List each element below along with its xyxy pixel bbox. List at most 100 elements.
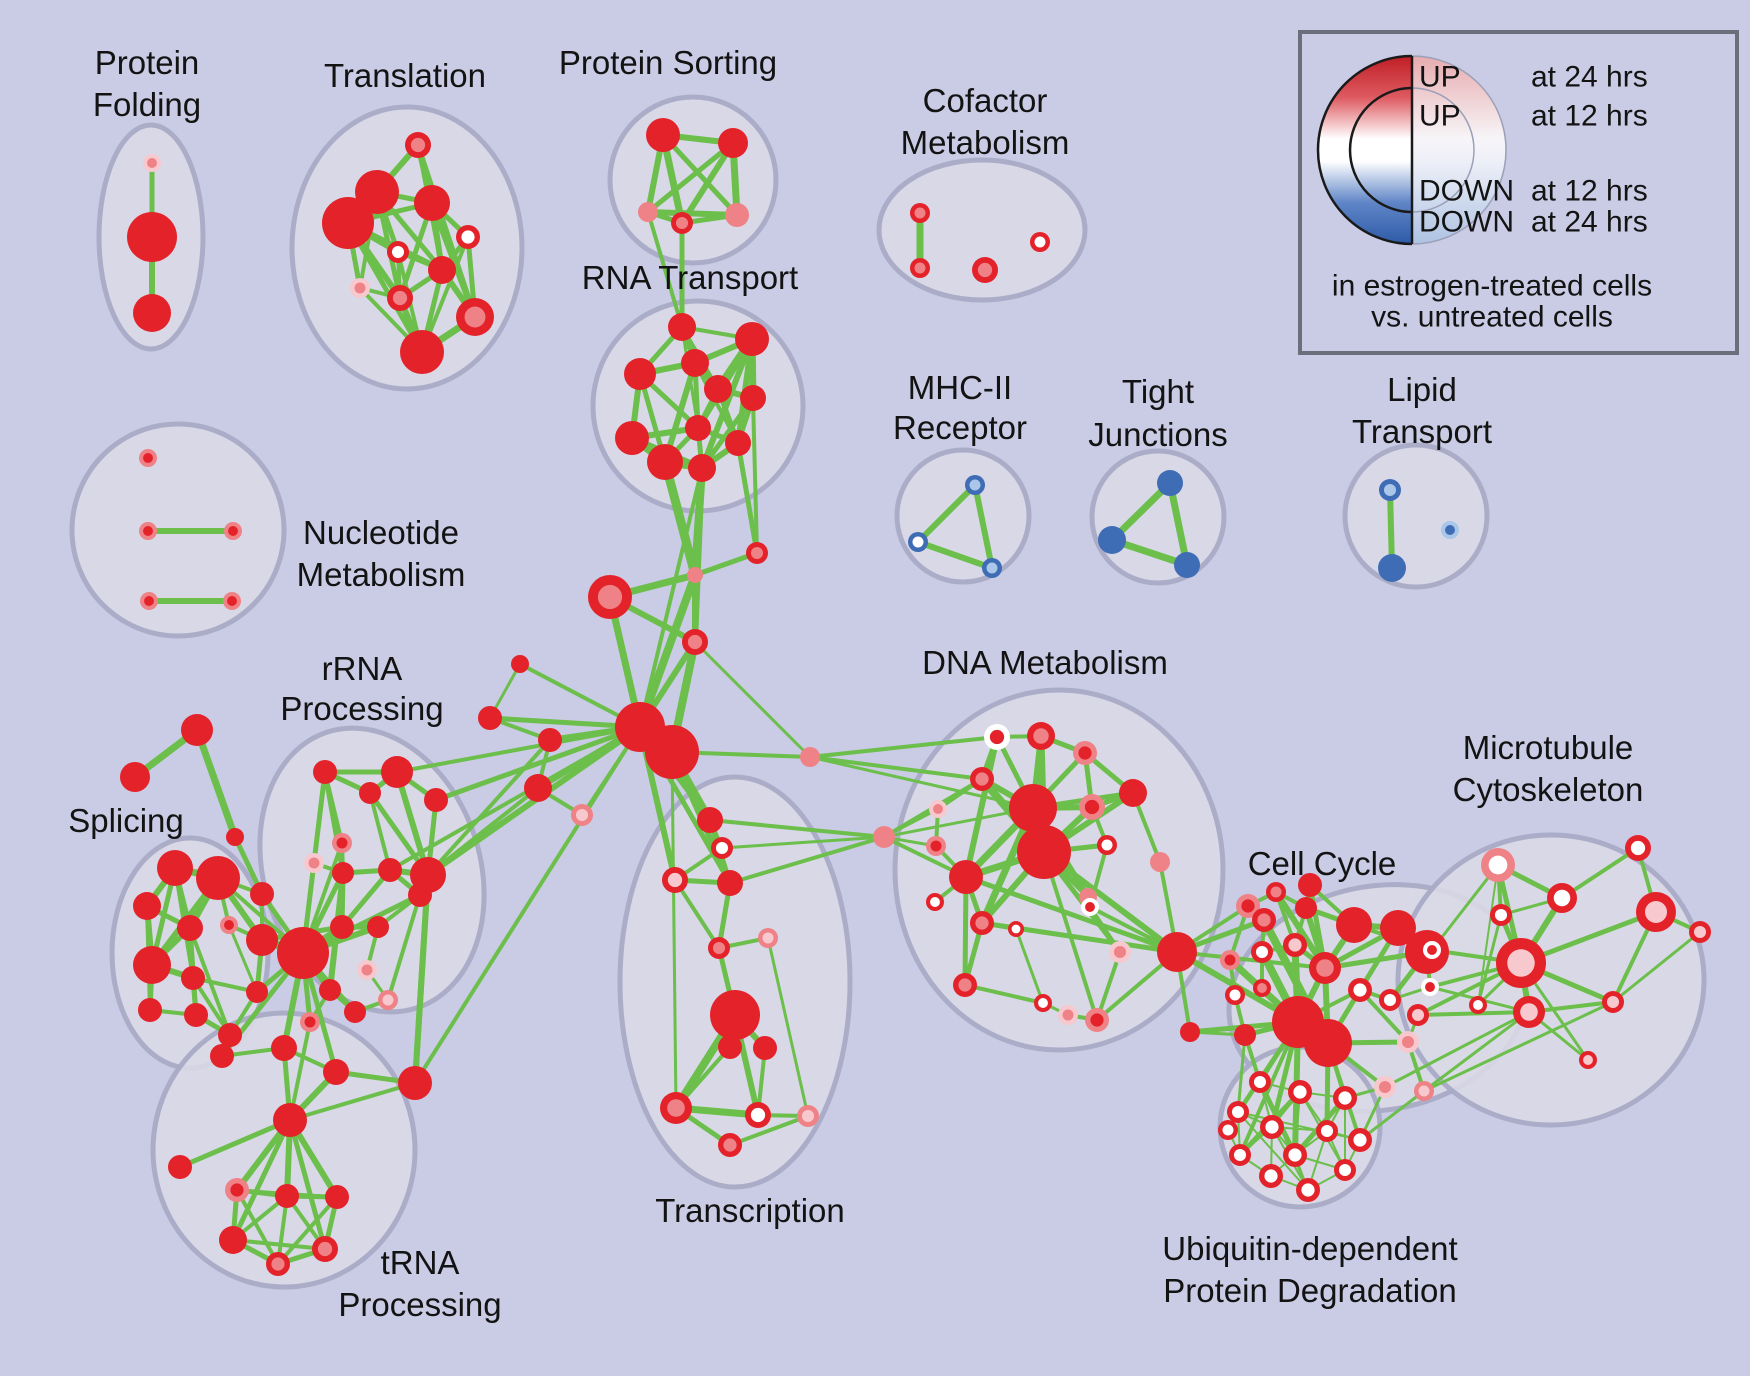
network-edge: [1476, 913, 1503, 1007]
network-node: [800, 747, 820, 767]
network-edge: [487, 715, 643, 730]
network-node: [424, 788, 448, 812]
cluster-translation-label: Translation: [324, 57, 486, 94]
network-node: [250, 882, 274, 906]
network-node-core: [712, 941, 726, 955]
network-edge: [426, 786, 540, 877]
network-node-core: [723, 1138, 737, 1152]
network-edge: [231, 1238, 327, 1251]
cluster-transcription-region: [617, 774, 853, 1190]
network-node: [378, 858, 402, 882]
network-edge: [638, 466, 704, 729]
network-node-core: [914, 207, 926, 219]
network-edge: [1422, 1010, 1531, 1093]
network-node-core: [271, 1257, 285, 1271]
cluster-rna-transport-label: RNA Transport: [582, 259, 798, 296]
network-node-core: [750, 1107, 766, 1123]
cluster-rrna-processing-label: rRNA Processing: [280, 650, 443, 727]
network-node-core: [143, 526, 153, 536]
network-node: [319, 979, 341, 1001]
network-node-core: [986, 562, 998, 574]
legend-caption-line-0: in estrogen-treated cells: [1332, 270, 1652, 303]
network-edge: [708, 818, 886, 839]
network-edge: [1175, 950, 1327, 970]
network-node-core: [361, 964, 373, 976]
network-node-core: [975, 772, 989, 786]
network-node-core: [1473, 1000, 1483, 1010]
network-node-core: [1645, 901, 1667, 923]
network-node: [735, 322, 769, 356]
network-node: [478, 706, 502, 730]
network-node-core: [715, 841, 729, 855]
network-node: [196, 856, 240, 900]
network-edge: [288, 1081, 417, 1122]
network-edge: [1611, 930, 1702, 1004]
network-node: [428, 256, 456, 284]
network-node: [1380, 910, 1416, 946]
cluster-tight-junctions-region: [1089, 448, 1227, 586]
network-node-core: [1085, 902, 1095, 912]
network-node: [177, 915, 203, 941]
network-node: [688, 454, 716, 482]
network-edge: [766, 936, 810, 1118]
network-node-core: [461, 230, 475, 244]
cluster-mhc-ii-receptor-label: MHC-II Receptor: [893, 369, 1027, 446]
network-edge: [808, 735, 999, 759]
network-node: [1180, 1022, 1200, 1042]
network-edge: [645, 140, 736, 215]
network-edge: [1237, 1111, 1309, 1191]
network-node: [133, 294, 171, 332]
network-node: [332, 862, 354, 884]
network-node: [1157, 470, 1183, 496]
network-node-core: [336, 837, 348, 849]
cluster-dna-metabolism-label: DNA Metabolism: [922, 644, 1168, 681]
network-edge: [660, 457, 700, 580]
network-node: [218, 1023, 242, 1047]
network-edge: [368, 791, 392, 872]
network-edge: [1422, 1000, 1615, 1093]
network-node-core: [391, 245, 405, 259]
network-edge: [1416, 1010, 1531, 1017]
cluster-cofactor-metabolism-region: [876, 157, 1088, 303]
network-node-core: [1553, 889, 1571, 907]
network-edge: [728, 835, 886, 885]
network-node-core: [675, 216, 689, 230]
network-node-core: [1411, 1008, 1425, 1022]
network-node-core: [147, 158, 157, 168]
network-node-core: [750, 546, 764, 560]
network-node: [697, 807, 723, 833]
network-node-core: [308, 857, 320, 869]
network-node: [524, 774, 552, 802]
network-node: [725, 430, 751, 456]
network-node-core: [912, 536, 924, 548]
legend-inner-ring-left: [1348, 86, 1413, 214]
network-node: [219, 1226, 247, 1254]
network-edge: [735, 440, 760, 556]
network-node: [1378, 554, 1406, 582]
legend-circle-left-half: [1318, 56, 1412, 244]
legend-direction-0: UP: [1419, 61, 1461, 94]
network-edge: [670, 750, 678, 1110]
network-node-core: [667, 1099, 685, 1117]
network-node-core: [975, 916, 989, 930]
network-node-core: [1113, 945, 1127, 959]
legend-outer-ring-left: [1316, 54, 1413, 246]
network-node-core: [930, 840, 942, 852]
legend-time-0: at 24 hrs: [1531, 61, 1648, 94]
network-node-core: [1257, 913, 1271, 927]
legend-outer-ring-right: [1411, 55, 1507, 245]
network-node: [624, 358, 656, 390]
network-node-core: [1288, 1148, 1302, 1162]
network-edge: [1430, 863, 1500, 952]
network-node-core: [1606, 995, 1620, 1009]
network-edge: [962, 874, 969, 988]
network-node-core: [989, 729, 1005, 745]
network-node-core: [143, 453, 153, 463]
network-edge: [699, 336, 755, 471]
network-edge: [679, 140, 736, 226]
network-node: [367, 916, 389, 938]
network-edge: [177, 1117, 293, 1170]
network-node-core: [224, 920, 234, 930]
network-edge: [287, 1117, 328, 1252]
network-node: [181, 966, 205, 990]
